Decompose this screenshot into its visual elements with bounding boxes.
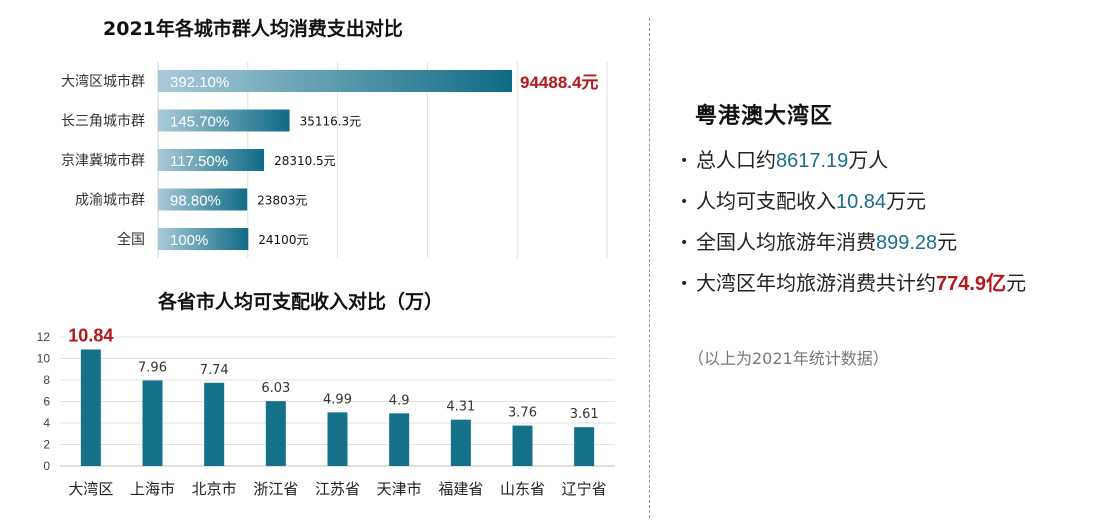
bullet-dot: • <box>680 194 689 210</box>
value-label: 94488.4元 <box>520 73 598 92</box>
bullet-label: 大湾区年均旅游消费共计约 <box>696 271 936 295</box>
category-label: 北京市 <box>192 480 237 498</box>
data-year-note: （以上为2021年统计数据） <box>688 349 889 368</box>
value-label: 3.76 <box>508 406 537 421</box>
chart-title-income: 各省市人均可支配收入对比（万） <box>158 291 444 313</box>
bar <box>450 419 471 466</box>
value-label: 35116.3元 <box>300 115 362 129</box>
bullet-unit: 元 <box>937 230 958 254</box>
value-label: 7.74 <box>200 363 229 378</box>
chart-title-consumption: 2021年各城市群人均消费支出对比 <box>103 18 403 40</box>
category-label: 辽宁省 <box>562 480 607 498</box>
y-tick-label: 8 <box>43 373 50 387</box>
bar <box>574 427 595 466</box>
bullet-unit: 万人 <box>848 148 889 172</box>
value-label: 4.99 <box>323 392 352 407</box>
bullet-label: 总人口约 <box>696 148 776 172</box>
category-label: 京津冀城市群 <box>61 152 145 169</box>
percent-label: 117.50% <box>170 153 228 170</box>
category-label: 江苏省 <box>315 480 360 498</box>
panel-bullet-list: • 总人口约8617.19万人 • 人均可支配收入10.84万元 • 全国人均旅游年消… <box>680 144 1026 308</box>
category-label: 大湾区 <box>68 480 113 498</box>
category-label: 成渝城市群 <box>75 192 145 209</box>
bullet-label: 全国人均旅游年消费 <box>696 230 876 254</box>
y-tick-label: 12 <box>37 330 51 344</box>
bullet-unit: 万元 <box>886 189 927 213</box>
bar <box>158 188 248 211</box>
bar <box>158 70 512 92</box>
y-tick-label: 6 <box>43 395 50 409</box>
value-label: 3.61 <box>570 407 599 422</box>
percent-label: 98.80% <box>170 193 221 210</box>
bullet-income: • 人均可支配收入10.84万元 <box>680 185 1026 226</box>
category-label: 山东省 <box>500 480 545 498</box>
category-label: 浙江省 <box>253 480 298 498</box>
bullet-unit: 元 <box>1006 271 1027 295</box>
bullet-population: • 总人口约8617.19万人 <box>680 144 1026 185</box>
value-label: 6.03 <box>261 381 290 396</box>
bar <box>80 349 101 466</box>
bar <box>158 109 290 132</box>
category-label: 长三角城市群 <box>61 113 145 130</box>
value-label: 23803元 <box>257 194 307 208</box>
category-label: 上海市 <box>130 480 175 498</box>
bullet-value: 10.84 <box>836 191 887 213</box>
value-label: 4.31 <box>446 400 475 415</box>
bullet-total-travel: • 大湾区年均旅游消费共计约774.9亿元 <box>680 267 1026 308</box>
bullet-dot: • <box>680 153 689 169</box>
bar <box>512 425 533 466</box>
value-label: 7.96 <box>138 360 167 375</box>
bar <box>327 412 348 466</box>
bar <box>265 401 286 466</box>
panel-title: 粤港澳大湾区 <box>695 104 834 129</box>
bar <box>389 413 410 466</box>
income-bar-chart: 0 2 4 6 8 10 12 10.84 大湾区 7.96 上海市 7.74 北京市 6.03 浙江省 4.… <box>37 325 615 498</box>
percent-label: 100% <box>170 232 208 249</box>
bullet-value: 899.28 <box>876 232 938 254</box>
y-tick-label: 4 <box>43 416 50 430</box>
category-label: 天津市 <box>377 480 422 498</box>
y-tick-label: 10 <box>37 352 51 366</box>
bullet-travel-spend: • 全国人均旅游年消费899.28元 <box>680 226 1026 267</box>
bar <box>204 382 225 466</box>
bullet-value: 8617.19 <box>776 150 849 172</box>
bullet-dot: • <box>680 276 689 292</box>
category-label: 全国 <box>117 231 145 248</box>
bar <box>158 228 249 250</box>
y-tick-label: 0 <box>43 459 50 473</box>
bullet-value: 774.9亿 <box>936 273 1007 295</box>
value-label: 4.9 <box>389 393 410 408</box>
bar <box>158 149 265 171</box>
bullet-label: 人均可支配收入 <box>696 189 836 213</box>
y-tick-label: 2 <box>43 438 50 452</box>
value-label: 24100元 <box>258 233 308 247</box>
percent-label: 392.10% <box>170 74 229 91</box>
bullet-dot: • <box>680 235 689 251</box>
bar <box>142 380 163 466</box>
category-label: 大湾区城市群 <box>61 73 145 90</box>
value-label: 10.84 <box>68 325 113 345</box>
section-divider <box>649 18 650 518</box>
value-label: 28310.5元 <box>274 154 336 168</box>
percent-label: 145.70% <box>170 114 229 131</box>
category-label: 福建省 <box>438 480 483 498</box>
